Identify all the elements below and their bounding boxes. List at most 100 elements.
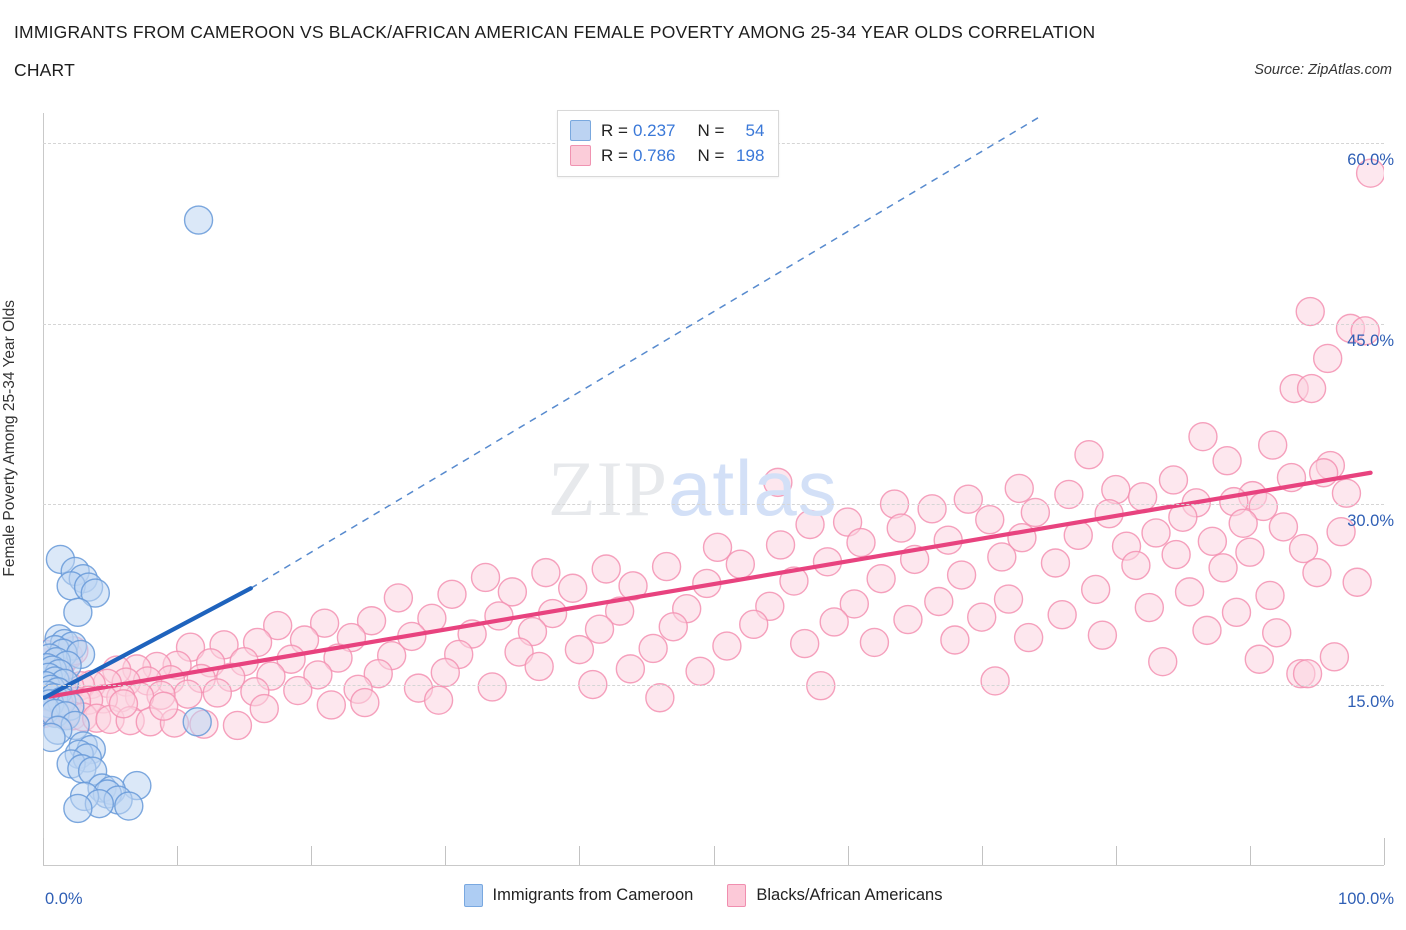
legend-swatch-pink-icon <box>727 884 747 907</box>
data-point <box>564 634 595 665</box>
x-tick-mark <box>445 846 447 865</box>
data-point <box>1342 567 1372 597</box>
data-point <box>1020 497 1051 528</box>
data-point <box>987 542 1017 572</box>
stats-n-value-pink: 198 <box>736 145 765 165</box>
x-axis-min-label: 0.0% <box>45 890 83 908</box>
data-point <box>1312 343 1343 374</box>
x-tick-mark <box>579 846 581 865</box>
x-tick-mark <box>43 838 44 865</box>
x-tick-mark <box>713 846 715 865</box>
legend-swatch-blue-icon <box>463 884 483 907</box>
data-point <box>645 683 675 713</box>
data-point <box>1221 597 1252 628</box>
data-point <box>356 606 387 636</box>
data-point <box>1158 465 1189 495</box>
trendline-cameroon <box>43 586 253 700</box>
data-point <box>967 602 997 632</box>
data-point <box>423 685 454 715</box>
scatter-canvas <box>43 114 1384 824</box>
correlation-stats-box: R = 0.237 N = 54 R = 0.786 N = 198 <box>557 110 780 177</box>
data-point <box>765 530 796 560</box>
data-point <box>618 571 648 601</box>
data-point <box>363 658 393 689</box>
data-point <box>946 560 977 590</box>
data-point <box>1188 421 1218 452</box>
stats-swatch-pink-icon <box>570 145 591 166</box>
data-point <box>1235 537 1265 567</box>
data-point <box>350 687 380 718</box>
data-point <box>1127 482 1158 512</box>
data-point <box>953 484 983 514</box>
data-point <box>1080 574 1111 605</box>
data-point <box>63 597 93 628</box>
data-point <box>584 614 615 644</box>
data-point <box>725 549 756 579</box>
stats-row-blue: R = 0.237 N = 54 <box>570 118 764 143</box>
data-point <box>1288 533 1319 564</box>
data-point <box>1040 548 1071 578</box>
stats-r-value-pink: 0.786 <box>632 145 676 165</box>
data-point <box>779 566 809 596</box>
data-point <box>316 690 347 720</box>
x-tick-mark <box>311 846 313 865</box>
data-point <box>63 793 93 824</box>
data-point <box>80 578 110 608</box>
data-point <box>993 584 1024 614</box>
chart-title-line-1: IMMIGRANTS FROM CAMEROON VS BLACK/AFRICA… <box>14 22 1096 42</box>
trendline-cameroon-extrapolated <box>250 114 1043 589</box>
chart-title-line-2: CHART <box>14 60 75 80</box>
data-point <box>980 666 1010 696</box>
data-point <box>591 554 621 584</box>
data-point <box>524 651 554 682</box>
legend-item-black-african-american[interactable]: Blacks/African Americans <box>727 884 942 907</box>
data-point <box>1148 646 1178 677</box>
data-point <box>1004 473 1034 504</box>
x-tick-mark <box>847 846 849 865</box>
data-point <box>43 722 66 753</box>
legend-item-cameroon[interactable]: Immigrants from Cameroon <box>463 884 694 907</box>
data-point <box>638 633 668 664</box>
data-point <box>283 675 313 706</box>
data-point <box>1292 658 1323 689</box>
data-point <box>839 589 869 619</box>
data-point <box>1244 644 1274 674</box>
series-black-african-american <box>43 158 1384 741</box>
x-axis-max-label: 100.0% <box>1338 890 1394 908</box>
data-point <box>531 557 561 588</box>
stats-r-label-pink: R = <box>601 145 628 165</box>
series-legend: Immigrants from Cameroon Blacks/African … <box>0 884 1406 907</box>
plot-area: ZIPatlas <box>43 113 1384 865</box>
data-point <box>383 583 414 613</box>
data-point <box>763 467 793 498</box>
data-point <box>182 707 212 737</box>
data-point <box>1295 296 1325 327</box>
data-point <box>1262 618 1292 648</box>
data-point <box>114 791 144 821</box>
data-point <box>702 532 733 563</box>
data-point <box>1268 512 1299 542</box>
data-point <box>517 616 548 647</box>
data-point <box>1296 373 1327 404</box>
data-point <box>795 509 825 540</box>
y-axis-title: Female Poverty Among 25-34 Year Olds <box>0 300 25 577</box>
legend-label-cameroon: Immigrants from Cameroon <box>492 886 694 904</box>
data-point <box>933 525 963 555</box>
gridline-y <box>43 323 1384 325</box>
y-tick-label: 15.0% <box>1347 692 1394 711</box>
data-point <box>604 596 635 626</box>
data-point <box>1302 557 1332 588</box>
data-point <box>819 607 849 637</box>
data-point <box>1192 615 1222 646</box>
y-axis-title-text: Female Poverty Among 25-34 Year Olds <box>1 300 18 577</box>
data-point <box>303 660 333 690</box>
series-cameroon <box>43 205 214 824</box>
data-point <box>1087 620 1118 650</box>
data-point <box>222 710 253 741</box>
y-axis-line <box>43 113 44 865</box>
y-tick-label: 60.0% <box>1347 151 1394 170</box>
data-point <box>430 657 460 688</box>
data-point <box>1047 600 1077 630</box>
data-point <box>558 573 588 603</box>
data-point <box>202 678 233 708</box>
